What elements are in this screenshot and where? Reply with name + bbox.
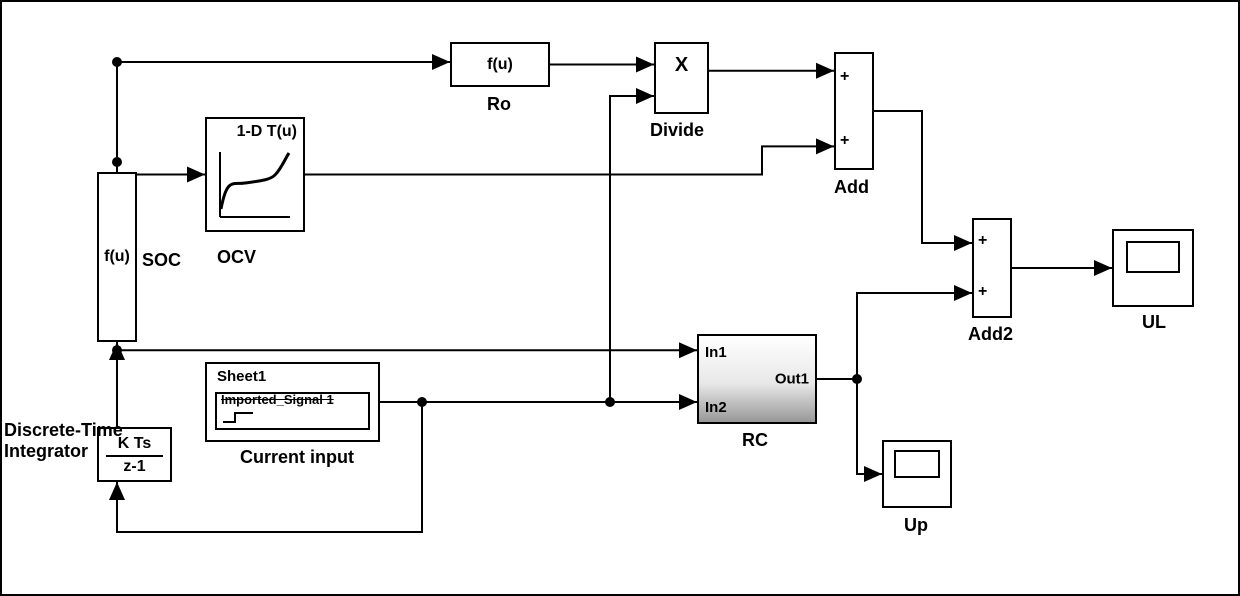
current-input-block[interactable]: Sheet1 Imported_Signal 1 bbox=[205, 362, 380, 442]
divide-symbol: X bbox=[675, 54, 688, 77]
ul-scope-block[interactable] bbox=[1112, 229, 1194, 307]
ocv-curve-icon bbox=[215, 147, 295, 225]
ro-text: f(u) bbox=[487, 56, 513, 74]
add2-plus2: + bbox=[978, 283, 987, 301]
up-screen-icon bbox=[894, 450, 940, 478]
rc-label: RC bbox=[742, 430, 768, 451]
soc-text: f(u) bbox=[104, 248, 130, 266]
divide-label: Divide bbox=[650, 120, 704, 141]
ro-label: Ro bbox=[487, 94, 511, 115]
add2-plus1: + bbox=[978, 232, 987, 250]
add-block[interactable]: + + bbox=[834, 52, 874, 170]
simulink-canvas: K Ts z-1 Discrete-TimeIntegrator f(u) SO… bbox=[0, 0, 1240, 596]
current-signal-name: Imported_Signal 1 bbox=[221, 392, 334, 407]
signal-step-icon bbox=[221, 410, 261, 426]
divide-block[interactable]: X bbox=[654, 42, 709, 114]
up-label: Up bbox=[904, 515, 928, 536]
ul-screen-icon bbox=[1126, 241, 1180, 273]
add2-block[interactable]: + + bbox=[972, 218, 1012, 318]
rc-subsystem-block[interactable]: In1 Out1 In2 bbox=[697, 334, 817, 424]
up-scope-block[interactable] bbox=[882, 440, 952, 508]
current-input-label: Current input bbox=[240, 447, 354, 468]
integrator-denominator: z-1 bbox=[123, 458, 145, 476]
add-plus1: + bbox=[840, 68, 849, 86]
soc-label: SOC bbox=[142, 250, 181, 271]
integrator-label: Discrete-TimeIntegrator bbox=[4, 420, 123, 462]
wiring-layer bbox=[2, 2, 1238, 594]
rc-in2: In2 bbox=[705, 399, 727, 416]
current-inner-box: Imported_Signal 1 bbox=[215, 392, 370, 430]
add-label: Add bbox=[834, 177, 869, 198]
ro-fcn-block[interactable]: f(u) bbox=[450, 42, 550, 87]
ul-label: UL bbox=[1142, 312, 1166, 333]
soc-fcn-block[interactable]: f(u) bbox=[97, 172, 137, 342]
rc-out1: Out1 bbox=[775, 371, 809, 388]
add2-label: Add2 bbox=[968, 324, 1013, 345]
ocv-lookup-block[interactable]: 1-D T(u) bbox=[205, 117, 305, 232]
rc-in1: In1 bbox=[705, 344, 727, 361]
add-plus2: + bbox=[840, 132, 849, 150]
integrator-numerator: K Ts bbox=[118, 435, 151, 453]
ocv-label: OCV bbox=[217, 247, 256, 268]
ocv-top-text: 1-D T(u) bbox=[237, 123, 297, 141]
current-sheet: Sheet1 bbox=[217, 368, 266, 385]
